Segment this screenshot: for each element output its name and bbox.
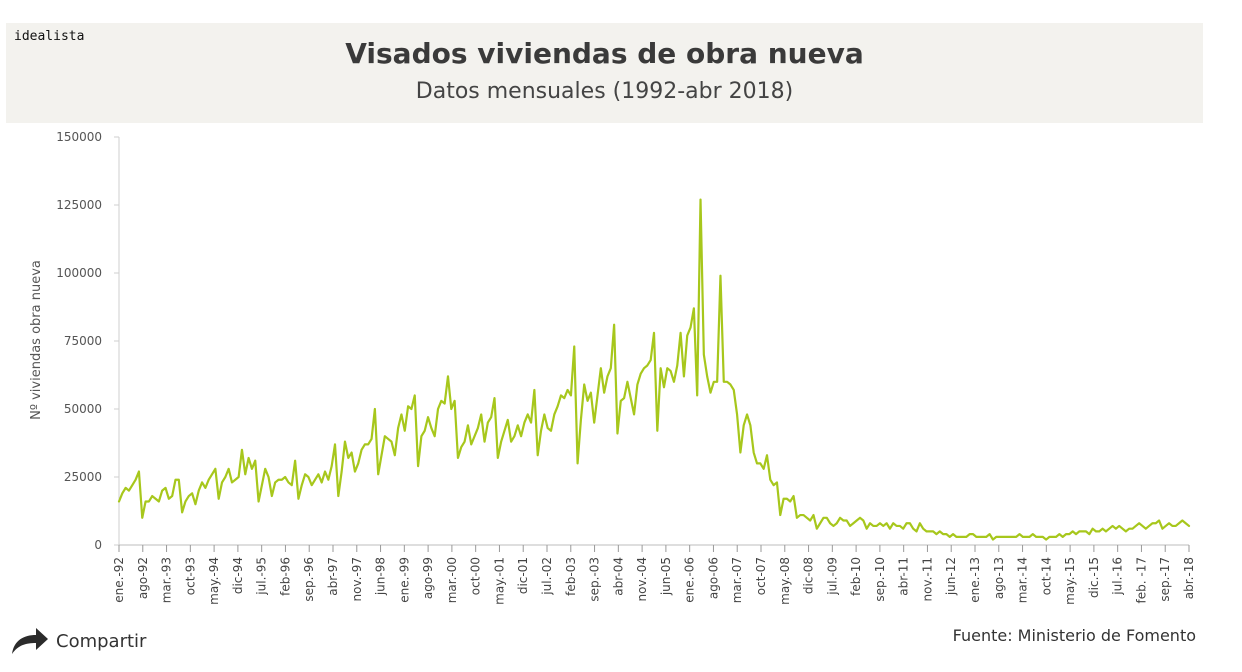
x-tick-label: ago-06 xyxy=(706,557,720,599)
x-tick-label: dic-01 xyxy=(516,557,530,594)
x-tick-label: mar.-00 xyxy=(445,557,459,603)
x-tick-label: oct-07 xyxy=(754,557,768,595)
x-tick-label: may.-08 xyxy=(778,557,792,605)
x-tick-label: jul.-95 xyxy=(255,557,269,596)
x-tick-label: jun-05 xyxy=(659,557,673,596)
chart-title: Visados viviendas de obra nueva xyxy=(345,37,864,70)
x-tick-label: mar.-93 xyxy=(160,557,174,603)
x-tick-label: feb-03 xyxy=(564,557,578,596)
x-tick-label: sep.-03 xyxy=(588,557,602,602)
x-tick-label: dic-08 xyxy=(802,557,816,594)
x-tick-label: jul.-02 xyxy=(540,557,554,596)
y-tick-label: 0 xyxy=(94,538,102,552)
x-tick-label: ago-13 xyxy=(992,557,1006,599)
x-tick-label: jul.-16 xyxy=(1111,557,1125,596)
x-tick-label: jun-98 xyxy=(374,557,388,596)
x-tick-label: may.-15 xyxy=(1063,557,1077,605)
x-tick-label: feb-96 xyxy=(278,557,292,596)
x-tick-label: feb. -17 xyxy=(1134,557,1148,603)
x-tick-label: abr.-18 xyxy=(1182,557,1196,599)
x-tick-label: abr-11 xyxy=(897,557,911,596)
x-tick-label: ene.-99 xyxy=(397,557,411,603)
y-tick-label: 25000 xyxy=(64,470,102,484)
x-tick-label: may.-94 xyxy=(207,557,221,605)
x-tick-label: sep.-96 xyxy=(302,557,316,602)
y-tick-label: 150000 xyxy=(56,130,102,144)
x-tick-label: sep.-17 xyxy=(1158,557,1172,602)
x-tick-label: ene.-06 xyxy=(683,557,697,603)
x-tick-label: sep.-10 xyxy=(873,557,887,602)
x-tick-label: jun-12 xyxy=(944,557,958,596)
x-tick-label: oct-93 xyxy=(183,557,197,595)
x-tick-label: ene.-13 xyxy=(968,557,982,603)
x-tick-label: feb-10 xyxy=(849,557,863,596)
x-tick-label: jul.-09 xyxy=(825,557,839,596)
x-tick-label: mar.-07 xyxy=(730,557,744,603)
x-tick-label: ago-99 xyxy=(421,557,435,599)
chart-header: idealista Visados viviendas de obra nuev… xyxy=(6,23,1203,123)
line-chart: 0 25000 50000 75000 100000 125000 150000 Nº viv… xyxy=(29,130,1196,605)
x-tick-label: nov.-97 xyxy=(350,557,364,602)
y-tick-label: 75000 xyxy=(64,334,102,348)
x-tick-label: ago-92 xyxy=(136,557,150,599)
x-tick-label: oct-14 xyxy=(1039,557,1053,595)
share-arrow-icon xyxy=(12,628,48,654)
chart-subtitle: Datos mensuales (1992-abr 2018) xyxy=(415,79,794,104)
x-tick-label: dic.-15 xyxy=(1087,557,1101,598)
y-tick-label: 125000 xyxy=(56,198,102,212)
x-tick-label: may.-01 xyxy=(492,557,506,605)
x-tick-label: ene.-92 xyxy=(112,557,126,603)
x-tick-label: dic-94 xyxy=(231,557,245,594)
brand-logo: idealista xyxy=(14,29,85,44)
share-button[interactable]: Compartir xyxy=(10,624,146,658)
source-note: Fuente: Ministerio de Fomento xyxy=(952,626,1196,645)
x-tick-label: nov.-11 xyxy=(920,557,934,602)
x-tick-label: mar.-14 xyxy=(1016,557,1030,603)
x-tick-label: abr-97 xyxy=(326,557,340,596)
y-axis-label: Nº viviendas obra nueva xyxy=(29,260,44,420)
y-tick-label: 100000 xyxy=(56,266,102,280)
x-tick-label: oct-00 xyxy=(469,557,483,595)
x-tick-label: abr-04 xyxy=(611,557,625,596)
series-line-visados xyxy=(117,198,1191,541)
x-tick-label: nov.-04 xyxy=(635,557,649,602)
y-tick-label: 50000 xyxy=(64,402,102,416)
share-label: Compartir xyxy=(56,630,147,652)
